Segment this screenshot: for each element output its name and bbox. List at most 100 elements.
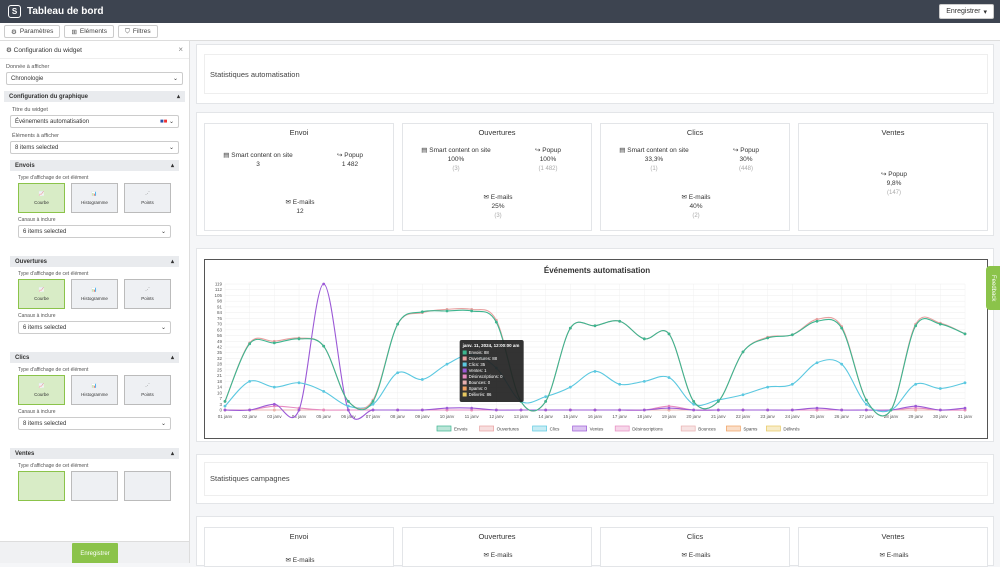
widget-title-value: Événements automatisation	[15, 118, 90, 125]
tooltip-line: Bounces: 0	[469, 380, 491, 385]
data-point	[322, 389, 326, 393]
data-point	[716, 400, 720, 403]
chevron-down-icon: ⌄	[160, 421, 166, 427]
x-tick-label: 26 janv	[834, 414, 849, 419]
widget-title-label: Titre du widget	[12, 107, 48, 113]
metric-popup: ↪ Popup 100% (1 482)	[513, 146, 583, 174]
canaux-select[interactable]: 8 items selected ⌄	[18, 417, 171, 430]
ventes-section-header[interactable]: Ventes ▴	[10, 448, 179, 459]
x-tick-label: 08 janv	[390, 414, 405, 419]
graph-config-section-header[interactable]: Configuration du graphique ▴	[4, 91, 185, 102]
bar-chart-icon: 📊	[91, 191, 98, 196]
clics-section-header[interactable]: Clics ▴	[10, 352, 179, 363]
data-point	[420, 310, 424, 314]
type-histogramme-button[interactable]	[71, 471, 118, 501]
x-tick-label: 09 janv	[415, 414, 430, 419]
canaux-value: 6 items selected	[23, 228, 67, 235]
data-point	[568, 408, 572, 412]
section-title: Envois	[15, 162, 35, 169]
flag-fr-icon[interactable]: ■■ ⌄	[160, 119, 174, 125]
legend-label: Désinscriptions	[632, 427, 663, 432]
share-icon: ↪	[534, 147, 541, 154]
y-tick-label: 112	[215, 287, 223, 292]
type-points-button[interactable]: ⋰ Points	[124, 279, 171, 309]
data-point	[248, 408, 252, 412]
data-point	[840, 326, 844, 330]
data-point	[346, 408, 350, 412]
main-content: Statistiques automatisation Envoi ▤ Smar…	[196, 44, 998, 567]
envelope-icon: ✉	[681, 194, 687, 201]
type-label: Courbe	[34, 296, 49, 301]
data-point	[593, 324, 597, 328]
type-label: Points	[141, 200, 154, 205]
card-title: Envoi	[289, 128, 309, 137]
data-select[interactable]: Chronologie ⌄	[6, 72, 183, 85]
legend-label: Clics	[550, 427, 560, 432]
tab-elements[interactable]: ⊞ Eléments	[64, 25, 114, 38]
feedback-tab[interactable]: Feedback	[986, 266, 1000, 310]
data-point	[914, 324, 918, 328]
data-point	[692, 400, 696, 403]
tooltip-swatch	[462, 374, 467, 379]
metric-label: E-mails	[490, 552, 513, 559]
data-point	[544, 400, 548, 403]
save-dropdown-button[interactable]: Enregistrer ▾	[939, 4, 994, 19]
type-label: Histogramme	[81, 392, 108, 397]
type-histogramme-button[interactable]: 📊 Histogramme	[71, 375, 118, 405]
collapse-icon: ▴	[170, 163, 174, 169]
type-courbe-button[interactable]: 📈 Courbe	[18, 183, 65, 213]
tab-parametres[interactable]: ⚙ Paramètres	[4, 25, 61, 38]
type-points-button[interactable]	[124, 471, 171, 501]
ouvertures-section-header[interactable]: Ouvertures ▴	[10, 256, 179, 267]
x-tick-label: 29 janv	[908, 414, 923, 419]
tab-filtres[interactable]: ⛉ Filtres	[118, 25, 158, 38]
close-icon[interactable]: ×	[178, 45, 183, 54]
type-histogramme-button[interactable]: 📊 Histogramme	[71, 183, 118, 213]
type-points-button[interactable]: ⋰ Points	[124, 375, 171, 405]
save-button[interactable]: Enregistrer	[72, 543, 118, 563]
metric-smart-content: ▤ Smart content on site 33,3% (1)	[609, 146, 699, 174]
card-ouvertures: Ouvertures ▤ Smart content on site 100% (3…	[402, 123, 592, 231]
x-tick-label: 17 janv	[612, 414, 627, 419]
type-points-button[interactable]: ⋰ Points	[124, 183, 171, 213]
x-tick-label: 30 janv	[933, 414, 948, 419]
tooltip-line: Ventes: 1	[469, 368, 488, 373]
data-point	[618, 319, 622, 323]
tooltip-swatch	[462, 362, 467, 367]
card-title: Clics	[686, 128, 704, 137]
data-point	[815, 361, 819, 365]
x-tick-label: 06 janv	[341, 414, 356, 419]
chevron-down-icon: ⌄	[160, 325, 166, 331]
envois-section-header[interactable]: Envois ▴	[10, 160, 179, 171]
auto-cards-panel: Envoi ▤ Smart content on site 3 ↪ Popup 1 …	[196, 112, 994, 236]
type-courbe-button[interactable]: 📈 Courbe	[18, 279, 65, 309]
tab-bar: ⚙ Paramètres ⊞ Eléments ⛉ Filtres	[0, 23, 1000, 41]
line-chart-icon: 📈	[38, 383, 45, 388]
data-point	[272, 408, 276, 412]
type-courbe-button[interactable]: 📈 Courbe	[18, 375, 65, 405]
data-point	[716, 408, 720, 412]
data-point	[741, 350, 745, 354]
canaux-select[interactable]: 6 items selected ⌄	[18, 225, 171, 238]
camp-stats-panel: Statistiques campagnes	[196, 454, 994, 504]
canaux-select[interactable]: 6 items selected ⌄	[18, 321, 171, 334]
y-tick-label: 35	[217, 350, 223, 355]
type-histogramme-button[interactable]: 📊 Histogramme	[71, 279, 118, 309]
data-point	[963, 332, 967, 336]
data-point	[544, 408, 548, 412]
gear-icon: ⚙	[11, 28, 17, 36]
x-tick-label: 22 janv	[736, 414, 751, 419]
x-tick-label: 28 janv	[884, 414, 899, 419]
envelope-icon: ✉	[483, 552, 489, 559]
y-tick-label: 70	[217, 322, 223, 327]
x-tick-label: 27 janv	[859, 414, 874, 419]
y-tick-label: 105	[214, 293, 222, 298]
type-label: Type d'affichage de cet élément	[18, 175, 89, 181]
widget-title-input[interactable]: Événements automatisation ■■ ⌄	[10, 115, 179, 128]
type-courbe-button[interactable]	[18, 471, 65, 501]
monitor-icon: ▤	[619, 147, 626, 154]
elements-select[interactable]: 8 items selected ⌄	[10, 141, 179, 154]
card-title: Ventes	[881, 532, 905, 541]
events-chart[interactable]: Événements automatisation037101418212528…	[204, 259, 988, 439]
bar-chart-icon: 📊	[91, 383, 98, 388]
